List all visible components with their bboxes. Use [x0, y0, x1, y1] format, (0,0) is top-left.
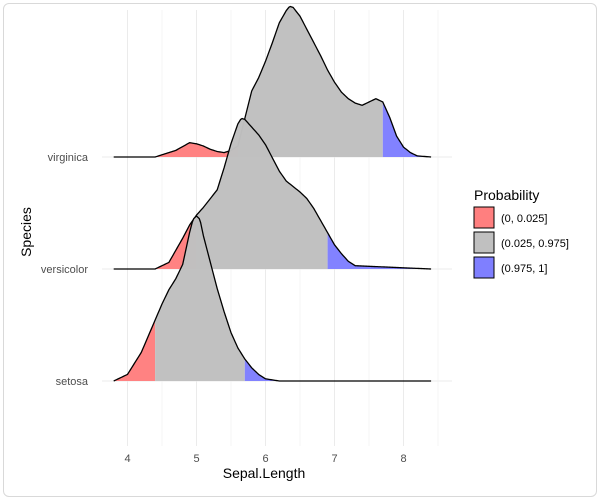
density-ridges	[113, 5, 432, 382]
ridge-virginica	[113, 5, 432, 158]
legend-swatch	[473, 206, 495, 229]
virginica-lower-tail-area	[113, 142, 238, 157]
ridge-versicolor	[113, 117, 432, 270]
y-tick-label: virginica	[48, 152, 89, 164]
legend-label: (0.975, 1]	[501, 263, 547, 275]
legend-title: Probability	[474, 187, 539, 203]
ridge-setosa	[113, 215, 432, 382]
x-axis-title: Sepal.Length	[223, 465, 306, 481]
y-axis-ticks: setosa versicolor virginica	[41, 152, 89, 388]
setosa-lower-tail-area	[113, 320, 156, 381]
versicolor-density-line	[113, 117, 432, 270]
setosa-upper-tail-area	[244, 359, 432, 381]
x-axis-ticks: 4 5 6 7 8	[124, 453, 406, 465]
x-tick-label: 6	[262, 453, 268, 465]
virginica-central-region-area	[237, 6, 383, 157]
y-axis-title: Species	[18, 207, 34, 257]
legend-swatch	[473, 256, 495, 279]
legend-label: (0.025, 0.975]	[501, 238, 569, 250]
legend-label: (0, 0.025]	[501, 213, 547, 225]
x-tick-label: 5	[193, 453, 199, 465]
y-tick-label: setosa	[56, 376, 89, 388]
legend: Probability (0, 0.025] (0.025, 0.975] (0.9…	[473, 187, 569, 279]
x-tick-label: 7	[331, 453, 337, 465]
y-tick-label: versicolor	[41, 264, 88, 276]
versicolor-lower-tail-area	[113, 215, 197, 269]
legend-swatch	[473, 231, 495, 254]
x-tick-label: 8	[400, 453, 406, 465]
virginica-density-line	[113, 5, 432, 158]
versicolor-upper-tail-area	[327, 232, 432, 269]
setosa-density-line	[113, 215, 432, 382]
versicolor-central-region-area	[196, 118, 328, 270]
virginica-upper-tail-area	[382, 102, 432, 157]
x-tick-label: 4	[124, 453, 130, 465]
setosa-central-region-area	[155, 216, 245, 381]
